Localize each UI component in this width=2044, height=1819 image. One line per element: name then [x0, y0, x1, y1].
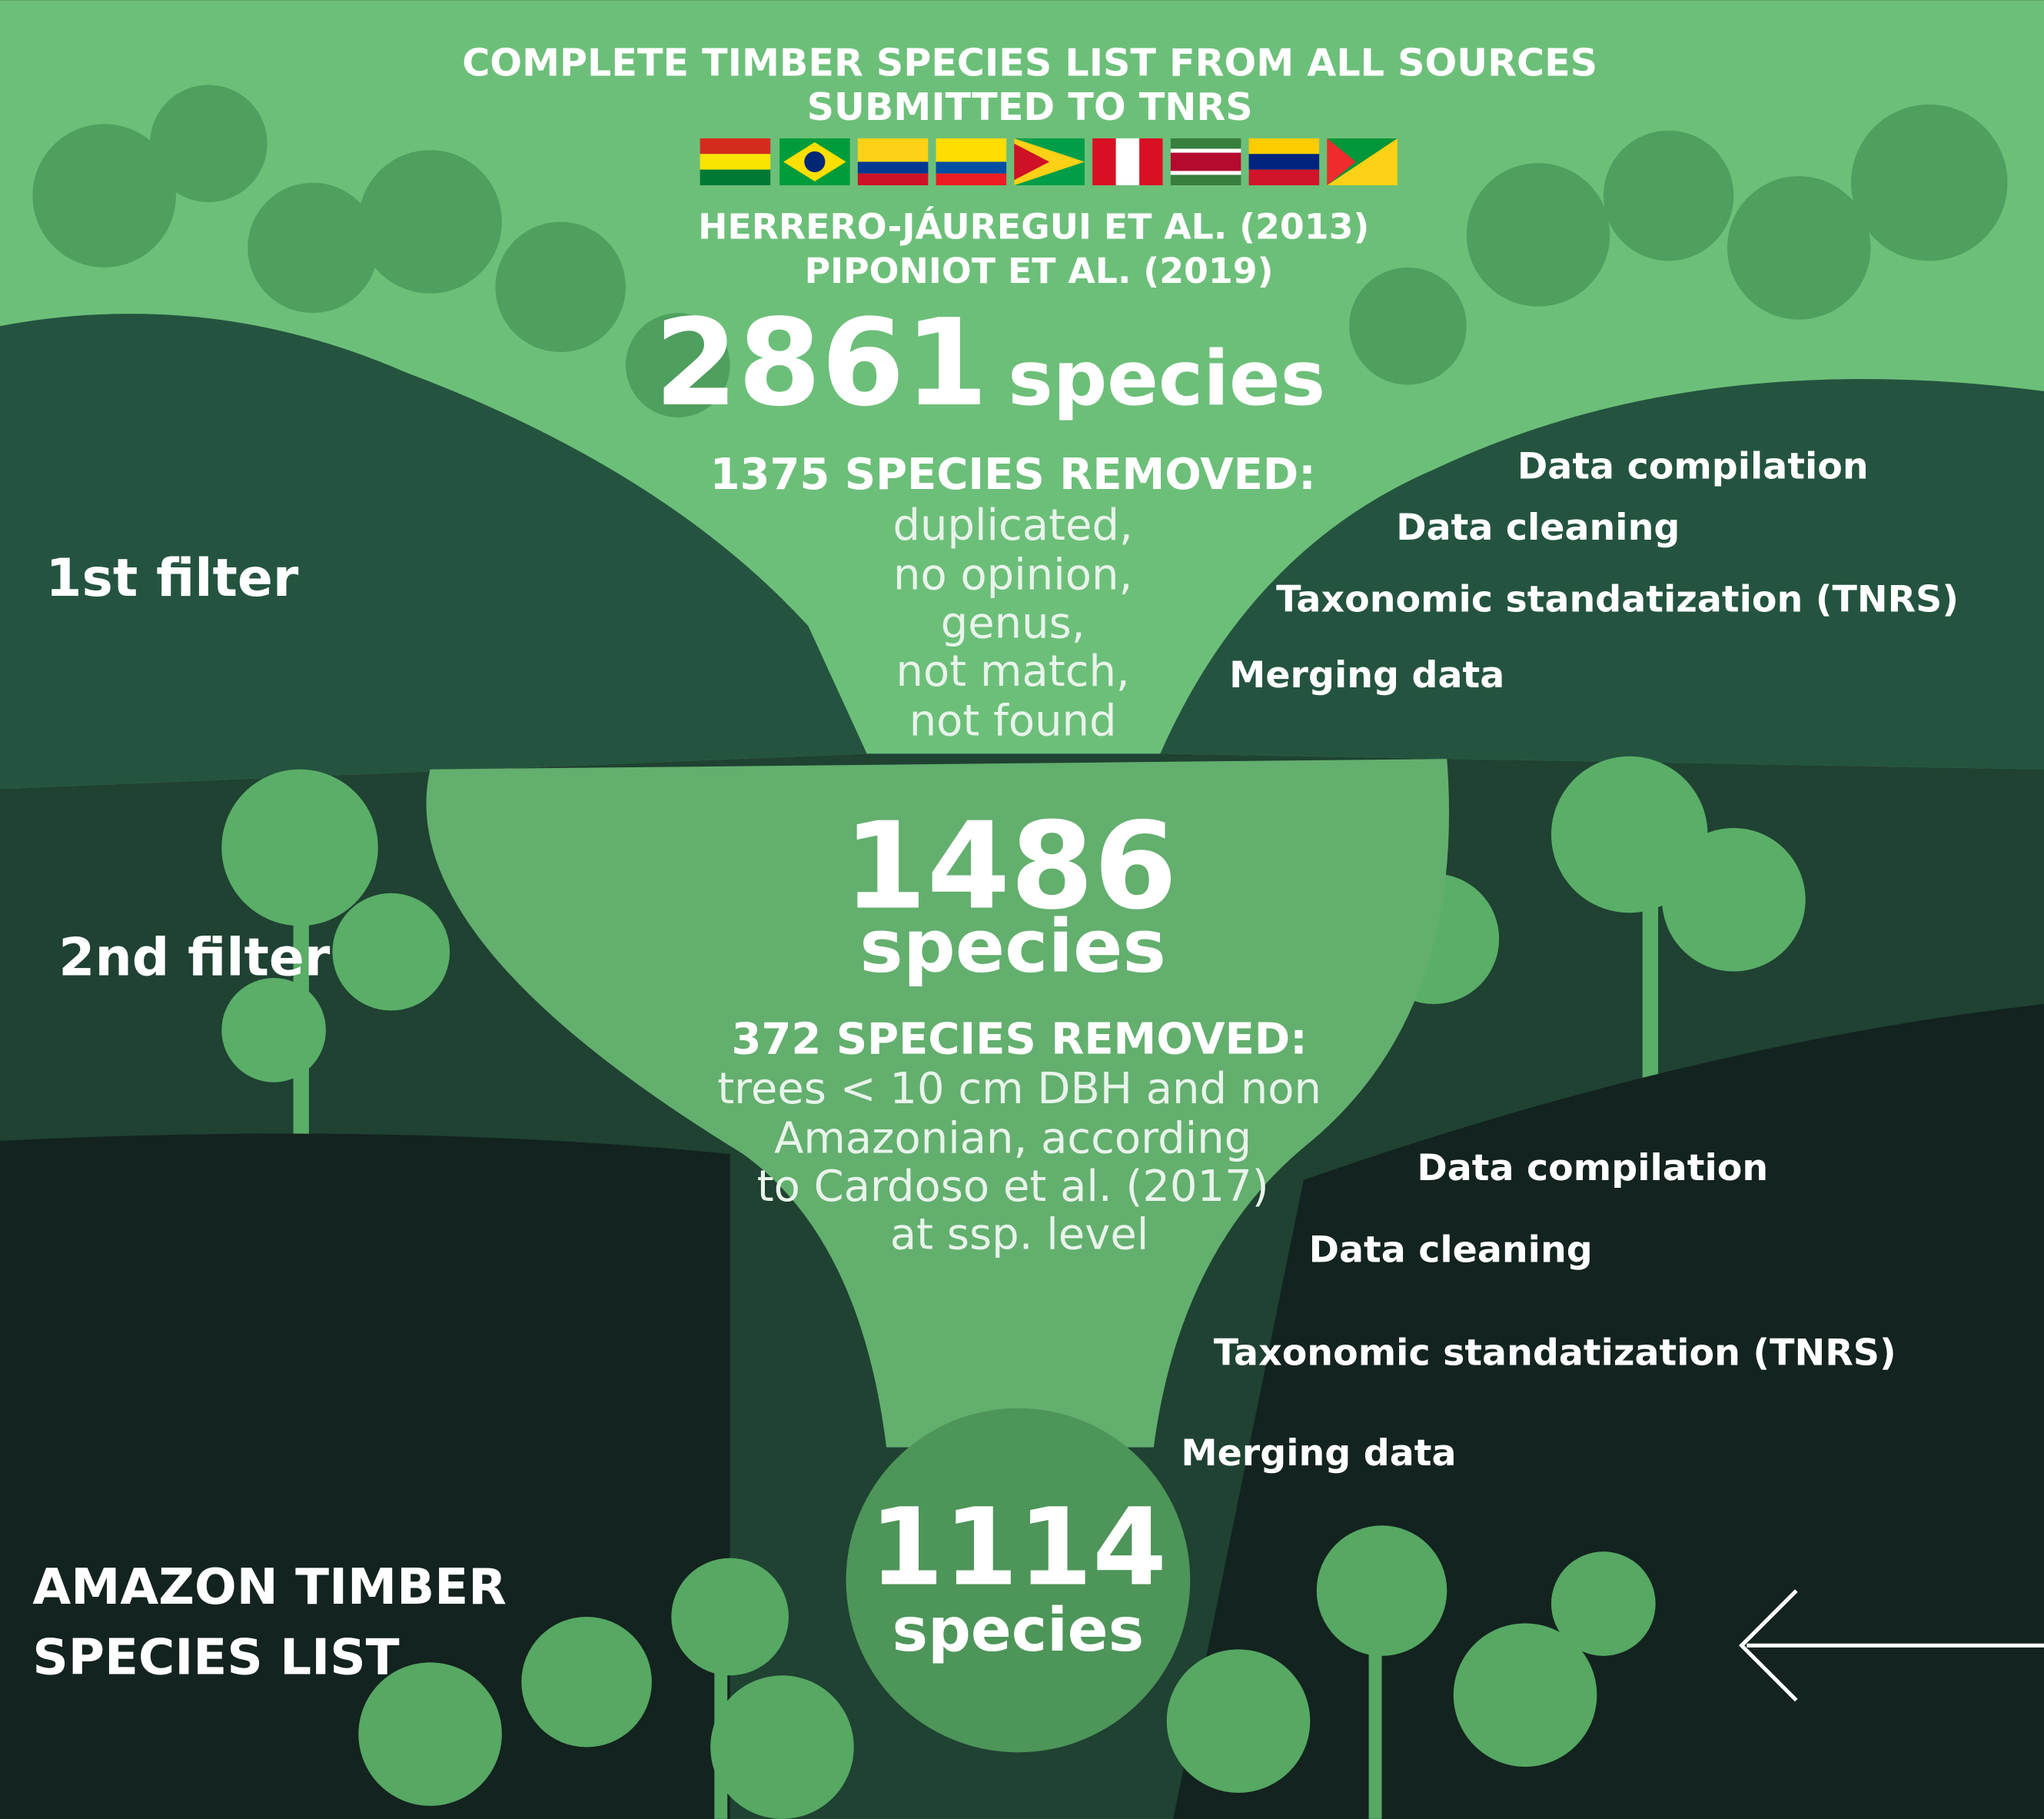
reason: not found: [909, 697, 1117, 747]
filter-label: 2nd filter: [58, 927, 331, 988]
infographic: COMPLETE TIMBER SPECIES LIST FROM ALL SO…: [0, 0, 2044, 1819]
count: 2861: [654, 293, 988, 433]
source: HERRERO-JÁUREGUI ET AL. (2013): [698, 206, 1369, 248]
reason: duplicated,: [892, 500, 1132, 550]
removed-heading: 372 SPECIES REMOVED:: [732, 1014, 1308, 1064]
step: Data compilation: [1517, 446, 1869, 488]
reason: not match,: [896, 647, 1130, 697]
step: Data cleaning: [1396, 507, 1680, 549]
step: Data cleaning: [1309, 1229, 1593, 1272]
step: Taxonomic standatization (TNRS): [1276, 579, 1959, 621]
reason: at ssp. level: [890, 1210, 1148, 1260]
unit: species: [892, 1596, 1144, 1665]
count: 1114: [869, 1485, 1167, 1610]
step: Merging data: [1181, 1432, 1456, 1475]
reason: trees < 10 cm DBH and non: [717, 1064, 1321, 1114]
step: Taxonomic standatization (TNRS): [1214, 1332, 1896, 1375]
removed-heading: 1375 SPECIES REMOVED:: [710, 450, 1316, 500]
step: Data compilation: [1417, 1147, 1768, 1189]
title: SUBMITTED TO TNRS: [807, 85, 1253, 129]
unit: species: [859, 905, 1166, 989]
title: COMPLETE TIMBER SPECIES LIST FROM ALL SO…: [462, 41, 1597, 85]
step: Merging data: [1229, 654, 1504, 697]
final-label: AMAZON TIMBER: [32, 1558, 507, 1616]
reason: genus,: [941, 598, 1085, 648]
source: PIPONIOT ET AL. (2019): [805, 251, 1274, 291]
reason: to Cardoso et al. (2017): [757, 1162, 1269, 1212]
final-label: SPECIES LIST: [32, 1629, 399, 1687]
flags: [700, 138, 1398, 185]
filter-label: 1st filter: [45, 547, 299, 608]
reason: Amazonian, according: [774, 1113, 1251, 1163]
reason: no opinion,: [893, 550, 1132, 600]
unit: species: [1008, 335, 1325, 423]
